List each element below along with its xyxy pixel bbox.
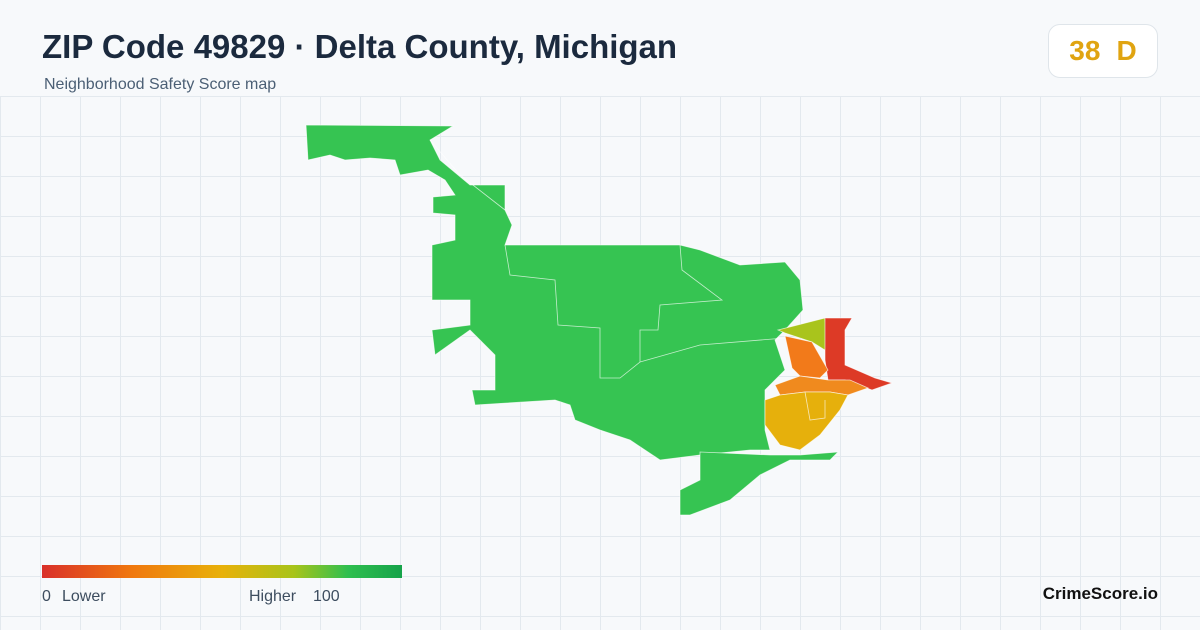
region — [679, 451, 840, 516]
legend-min: 0 — [42, 588, 51, 605]
region — [776, 317, 829, 353]
regions — [305, 124, 894, 516]
subtitle: Neighborhood Safety Score map — [44, 76, 277, 93]
score-value: 38 — [1069, 35, 1101, 66]
score-badge: 38 D — [1048, 24, 1158, 78]
boundary — [429, 139, 826, 421]
legend-max-label: Higher — [249, 588, 297, 605]
legend-min-label: Lower — [62, 588, 106, 605]
score-grade: D — [1116, 35, 1137, 66]
brand: CrimeScore.io — [1042, 584, 1158, 603]
region — [784, 335, 829, 379]
legend-gradient — [42, 565, 402, 578]
region — [824, 317, 894, 391]
title: ZIP Code 49829 · Delta County, Michigan — [42, 28, 678, 65]
region — [305, 124, 804, 461]
legend-max: 100 — [313, 588, 340, 605]
region — [764, 391, 849, 451]
